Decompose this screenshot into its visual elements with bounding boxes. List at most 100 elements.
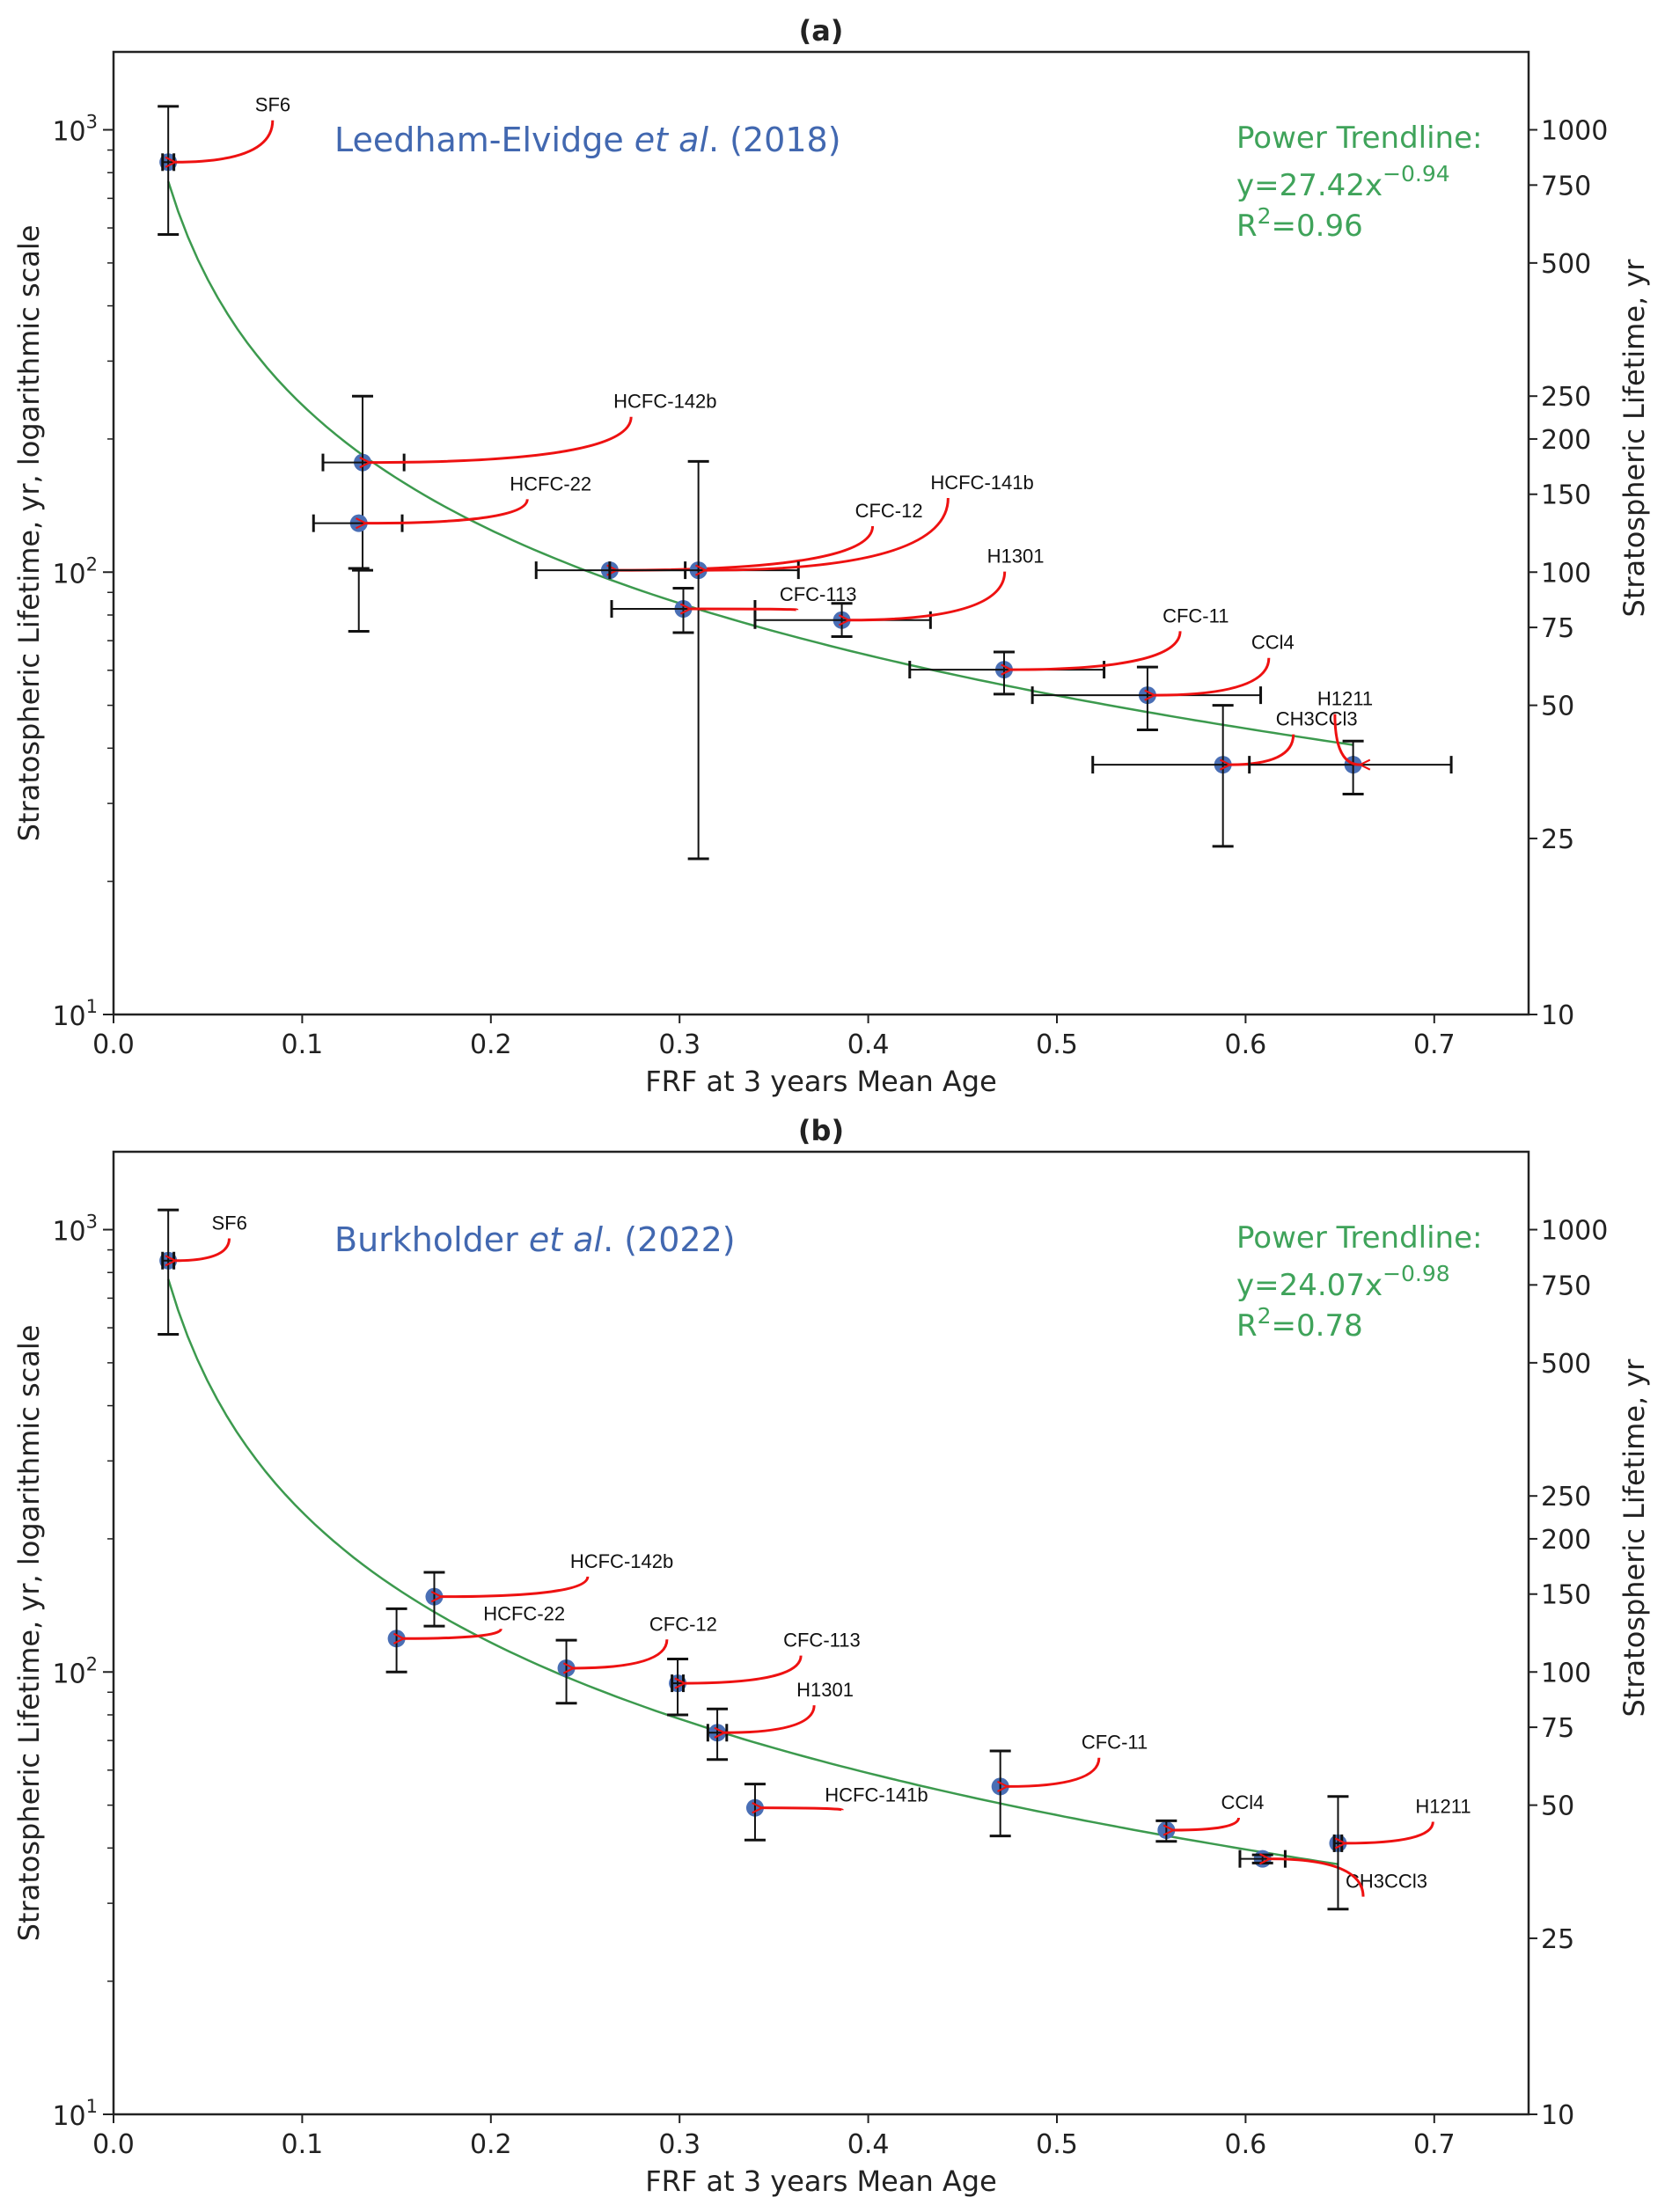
data-point-hcfc-142b: HCFC-142b <box>423 1550 673 1628</box>
panel-b: (b) 0.0 0.1 0.2 0.3 0.4 0.5 0.6 0.7101102103102… <box>12 1114 1651 2198</box>
annotation-label: CFC-113 <box>783 1630 861 1652</box>
trendline-r2: R2=0.78 <box>1236 1303 1363 1344</box>
data-point-cfc-113: CFC-113 <box>610 583 856 634</box>
data-point-cfc-12: CFC-12 <box>555 1613 717 1705</box>
annotation-arrow <box>1345 1821 1434 1843</box>
source-prefix: Burkholder <box>334 1220 529 1259</box>
annotation-arrow <box>1008 1757 1101 1787</box>
annotation-label: HCFC-141b <box>825 1784 928 1805</box>
y-tick-label: 102 <box>52 1653 98 1689</box>
source-italic: et al <box>529 1220 604 1259</box>
annotation-arrow <box>1011 631 1182 670</box>
data-point-hcfc-141b: HCFC-141b <box>744 1783 928 1842</box>
data-point-h1211: H1211 <box>1248 688 1453 795</box>
y-tick-label: 103 <box>52 1212 98 1248</box>
data-point-hcfc-141b: HCFC-141b <box>608 459 1034 861</box>
axes-frame <box>112 50 1530 1016</box>
x-tick-label: 0.7 <box>1413 1029 1456 1060</box>
data-point-sf6: SF6 <box>158 1208 247 1336</box>
r2-sup: 2 <box>1258 203 1272 229</box>
data-point-cfc-12: CFC-12 <box>534 500 923 580</box>
y-axis-label-right: Stratospheric Lifetime, yr <box>1617 259 1651 618</box>
annotation-label: H1301 <box>987 546 1045 568</box>
data-point-ccl4: CCl4 <box>1155 1791 1264 1843</box>
y-axis-left: 101 102 103 <box>52 1212 114 2132</box>
r2-value: =0.96 <box>1272 209 1363 244</box>
y-right-tick-label: 500 <box>1541 1349 1591 1380</box>
annotation-label: H1211 <box>1317 688 1373 710</box>
y-axis-label-left: Stratospheric Lifetime, yr, logarithmic … <box>12 225 46 842</box>
annotation-arrow <box>690 609 799 610</box>
x-tick-label: 0.6 <box>1225 2129 1267 2160</box>
y-right-tick-label: 75 <box>1541 1713 1574 1744</box>
y-right-tick-label: 25 <box>1541 1924 1574 1955</box>
plot-layer: 0.0 0.1 0.2 0.3 0.4 0.5 0.6 0.7 101 102 103 10 25 50 7… <box>52 1150 1608 2160</box>
annotation-arrow <box>1333 714 1361 765</box>
x-axis-label: FRF at 3 years Mean Age <box>645 2164 997 2198</box>
data-point-h1301: H1301 <box>753 546 1045 639</box>
y-right-tick-label: 50 <box>1541 1791 1574 1822</box>
y-right-tick-label: 75 <box>1541 613 1574 644</box>
y-right-tick-label: 25 <box>1541 824 1574 855</box>
error-bars <box>321 394 406 572</box>
annotation-arrow <box>1270 1859 1365 1897</box>
error-bars <box>608 459 800 861</box>
r2-base: R <box>1236 209 1258 244</box>
annotation-arrow <box>175 120 275 163</box>
y-right-tick-label: 750 <box>1541 1271 1591 1301</box>
annotation-arrow <box>441 1576 590 1597</box>
data-point-ch3ccl3: CH3CCl3 <box>1238 1849 1427 1897</box>
annotation-label: SF6 <box>211 1212 246 1234</box>
equation-base: y=27.42x <box>1236 168 1383 203</box>
data-point-cfc-11: CFC-11 <box>989 1732 1148 1838</box>
annotation-arrow <box>175 1238 231 1261</box>
y-right-tick-label: 10 <box>1541 2100 1574 2131</box>
annotation-arrow <box>724 1705 816 1732</box>
annotation-label: CFC-12 <box>855 500 923 522</box>
r2-base: R <box>1236 1308 1258 1344</box>
power-trendline <box>167 1278 1339 1865</box>
error-bars <box>158 1208 180 1336</box>
trendline-title: Power Trendline: <box>1236 1220 1482 1256</box>
y-right-tick-label: 1000 <box>1541 1216 1608 1247</box>
y-right-tick-label: 10 <box>1541 1000 1574 1031</box>
equation-exponent: −0.98 <box>1383 1261 1450 1286</box>
y-right-tick-label: 100 <box>1541 1658 1591 1688</box>
annotation-arrow <box>685 1655 803 1683</box>
data-point-h1211: H1211 <box>1327 1795 1471 1911</box>
data-point-hcfc-22: HCFC-22 <box>385 1602 565 1674</box>
y-right-tick-label: 50 <box>1541 692 1574 722</box>
y-axis-left: 101 102 103 <box>52 112 114 1032</box>
x-tick-label: 0.0 <box>92 1029 135 1060</box>
error-bars <box>158 105 180 236</box>
data-point-h1301: H1301 <box>706 1679 854 1762</box>
y-right-tick-label: 200 <box>1541 1525 1591 1556</box>
error-bars <box>989 1749 1011 1838</box>
y-right-tick-label: 250 <box>1541 1482 1591 1513</box>
annotation-arrow <box>706 497 950 570</box>
x-tick-label: 0.6 <box>1225 1029 1267 1060</box>
x-axis: 0.0 0.1 0.2 0.3 0.4 0.5 0.6 0.7 <box>92 1014 1456 1060</box>
x-tick-label: 0.0 <box>92 2129 135 2160</box>
x-tick-label: 0.3 <box>658 1029 700 1060</box>
annotation-arrow <box>1173 1817 1241 1830</box>
annotation-label: CCl4 <box>1251 632 1295 654</box>
panel-title: (a) <box>799 14 844 48</box>
y-tick-label: 101 <box>52 2096 98 2132</box>
data-point-cfc-11: CFC-11 <box>908 604 1229 696</box>
annotation-label: H1301 <box>796 1679 854 1701</box>
source-label: Leedham-Elvidge et al. (2018) <box>334 121 841 159</box>
data-point-hcfc-142b: HCFC-142b <box>321 391 717 572</box>
annotation-label: CFC-11 <box>1163 604 1229 626</box>
y-right-tick-label: 750 <box>1541 171 1591 201</box>
y-right-tick-label: 150 <box>1541 480 1591 511</box>
r2-value: =0.78 <box>1272 1308 1363 1344</box>
source-label: Burkholder et al. (2022) <box>334 1220 736 1259</box>
y-right-tick-label: 100 <box>1541 558 1591 589</box>
equation-base: y=24.07x <box>1236 1268 1383 1303</box>
y-right-tick-label: 250 <box>1541 382 1591 413</box>
annotation-label: HCFC-141b <box>930 472 1033 494</box>
annotation-label: HCFC-22 <box>483 1602 565 1624</box>
x-axis: 0.0 0.1 0.2 0.3 0.4 0.5 0.6 0.7 <box>92 2114 1456 2160</box>
